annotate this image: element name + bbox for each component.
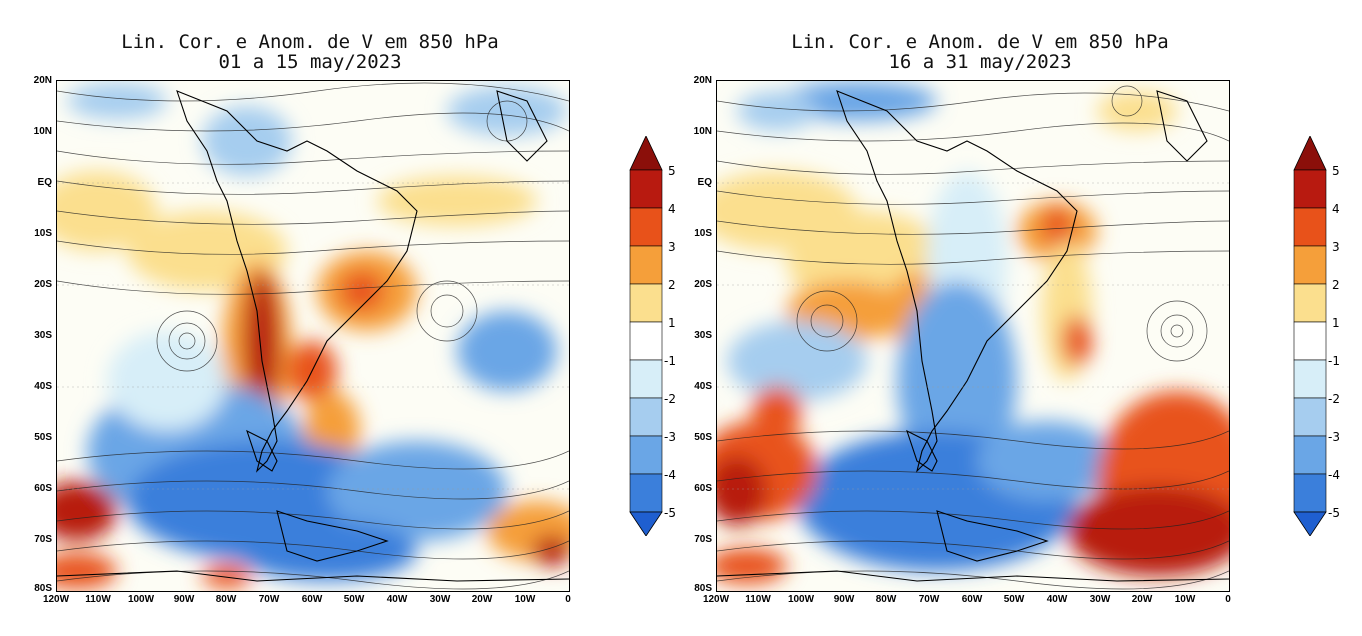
lon-label: 0 — [1225, 594, 1231, 605]
map-left-svg — [57, 81, 569, 591]
lon-label: 50W — [1003, 594, 1025, 605]
lon-label: 100W — [787, 594, 815, 605]
lon-label: 20W — [1131, 594, 1153, 605]
lat-label: EQ — [697, 177, 712, 188]
colorbar-tick: -5 — [1328, 506, 1340, 520]
colorbar-right — [1290, 136, 1330, 536]
panel-left: Lin. Cor. e Anom. de V em 850 hPa 01 a 1… — [0, 0, 676, 636]
lon-label: 60W — [301, 594, 323, 605]
colorbar-tick: 2 — [668, 278, 676, 292]
lon-label: 0 — [565, 594, 571, 605]
colorbar-tick: -3 — [1328, 430, 1340, 444]
lon-label: 10W — [1174, 594, 1196, 605]
lon-label: 110W — [745, 594, 771, 605]
lat-label: 20N — [33, 75, 52, 86]
lat-label: 70S — [34, 534, 52, 545]
streamlines-right — [717, 85, 1229, 590]
lat-label: 70S — [694, 534, 712, 545]
colorbar-tick: -2 — [1328, 392, 1340, 406]
coastlines-right — [717, 90, 1229, 582]
lon-label: 120W — [702, 594, 730, 605]
lon-label: 10W — [514, 594, 536, 605]
colorbar-tick: 5 — [1332, 164, 1340, 178]
lon-label: 30W — [1089, 594, 1111, 605]
coastlines-left — [57, 90, 569, 582]
graticule-left — [57, 182, 569, 490]
lat-label: 60S — [694, 483, 712, 494]
panel-title-line2: 01 a 15 may/2023 — [218, 51, 402, 73]
lon-label: 70W — [258, 594, 280, 605]
lat-label: EQ — [37, 177, 52, 188]
lon-label: 60W — [961, 594, 983, 605]
lat-label: 80S — [34, 583, 52, 594]
map-right — [716, 80, 1230, 592]
colorbar-tick: -5 — [664, 506, 676, 520]
lon-label: 100W — [127, 594, 155, 605]
lon-label: 110W — [85, 594, 111, 605]
lon-label: 90W — [173, 594, 195, 605]
colorbar-tick: -4 — [1328, 468, 1340, 482]
lat-label: 60S — [34, 483, 52, 494]
lat-label: 20N — [693, 75, 712, 86]
colorbar-tick: 1 — [1332, 316, 1340, 330]
lat-label: 10N — [693, 126, 712, 137]
lat-label: 30S — [34, 330, 52, 341]
lat-label: 40S — [34, 381, 52, 392]
lon-label: 50W — [343, 594, 365, 605]
colorbar-left — [626, 136, 666, 536]
colorbar-tick: 5 — [668, 164, 676, 178]
lon-label: 120W — [42, 594, 70, 605]
colorbar-tick: 3 — [668, 240, 676, 254]
lat-label: 80S — [694, 583, 712, 594]
lat-label: 10S — [694, 228, 712, 239]
lon-label: 80W — [875, 594, 897, 605]
lat-label: 20S — [694, 279, 712, 290]
colorbar-tick: -4 — [664, 468, 676, 482]
graticule-right — [717, 182, 1229, 490]
panel-title-line2: 16 a 31 may/2023 — [888, 51, 1072, 73]
colorbar-tick: -1 — [664, 354, 676, 368]
colorbar-tick: 2 — [1332, 278, 1340, 292]
colorbar-tick: 4 — [1332, 202, 1340, 216]
colorbar-left-svg — [629, 136, 663, 536]
lon-label: 70W — [918, 594, 940, 605]
panel-title-line1: Lin. Cor. e Anom. de V em 850 hPa — [791, 31, 1169, 53]
lat-label: 30S — [694, 330, 712, 341]
lon-label: 80W — [215, 594, 237, 605]
streamlines-left — [57, 82, 569, 590]
lon-label: 90W — [833, 594, 855, 605]
colorbar-tick: 3 — [1332, 240, 1340, 254]
lon-label: 40W — [1046, 594, 1068, 605]
map-right-svg — [717, 81, 1229, 591]
panel-right: Lin. Cor. e Anom. de V em 850 hPa 16 a 3… — [660, 0, 1362, 636]
lat-label: 10N — [33, 126, 52, 137]
colorbar-tick: -2 — [664, 392, 676, 406]
colorbar-tick: 4 — [668, 202, 676, 216]
colorbar-tick: -1 — [1328, 354, 1340, 368]
lon-label: 20W — [471, 594, 493, 605]
colorbar-tick: 1 — [668, 316, 676, 330]
lon-label: 30W — [429, 594, 451, 605]
lat-label: 40S — [694, 381, 712, 392]
anomaly-field-right — [717, 81, 1229, 584]
panel-title-line1: Lin. Cor. e Anom. de V em 850 hPa — [121, 31, 499, 53]
lat-label: 20S — [34, 279, 52, 290]
map-left — [56, 80, 570, 592]
lat-label: 50S — [694, 432, 712, 443]
lon-label: 40W — [386, 594, 408, 605]
colorbar-tick: -3 — [664, 430, 676, 444]
lat-label: 50S — [34, 432, 52, 443]
colorbar-right-svg — [1293, 136, 1327, 536]
lat-label: 10S — [34, 228, 52, 239]
